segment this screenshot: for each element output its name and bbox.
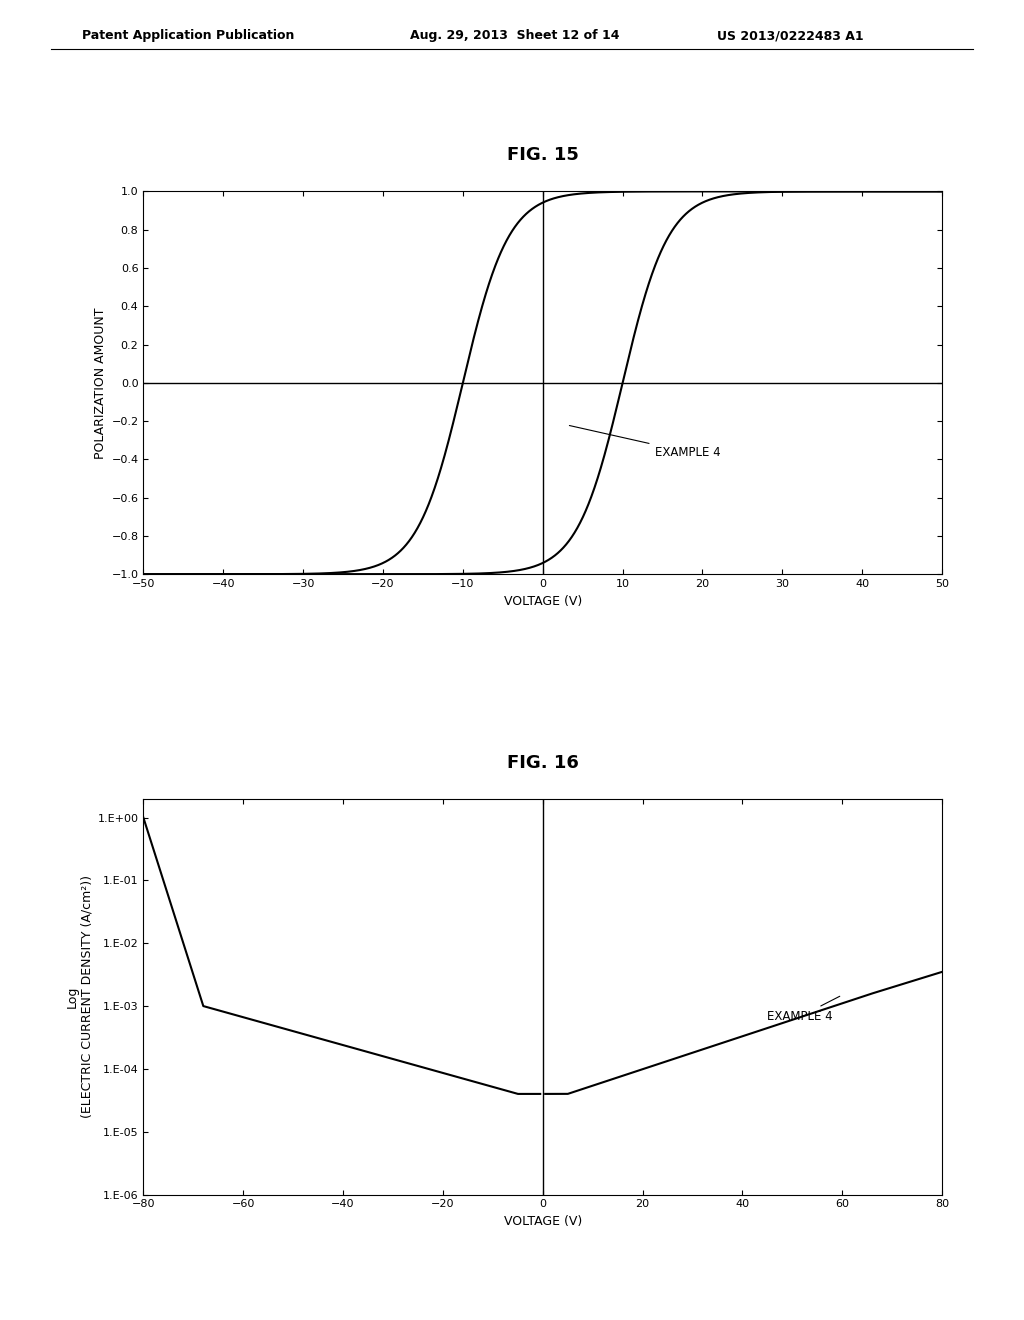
Y-axis label: Log
(ELECTRIC CURRENT DENSITY (A/cm²)): Log (ELECTRIC CURRENT DENSITY (A/cm²)) [66,875,93,1118]
Text: EXAMPLE 4: EXAMPLE 4 [569,425,720,458]
X-axis label: VOLTAGE (V): VOLTAGE (V) [504,594,582,607]
Y-axis label: POLARIZATION AMOUNT: POLARIZATION AMOUNT [94,308,108,458]
Text: FIG. 15: FIG. 15 [507,145,579,164]
Text: Patent Application Publication: Patent Application Publication [82,29,294,42]
Text: US 2013/0222483 A1: US 2013/0222483 A1 [717,29,863,42]
Text: FIG. 16: FIG. 16 [507,754,579,772]
Text: EXAMPLE 4: EXAMPLE 4 [767,997,840,1023]
Text: Aug. 29, 2013  Sheet 12 of 14: Aug. 29, 2013 Sheet 12 of 14 [410,29,620,42]
X-axis label: VOLTAGE (V): VOLTAGE (V) [504,1214,582,1228]
